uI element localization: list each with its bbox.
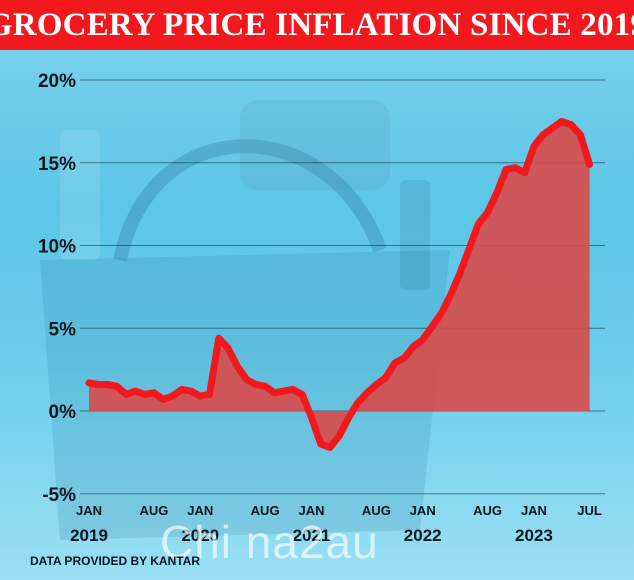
data-point [301, 393, 304, 396]
y-tick-label: 5% [49, 319, 77, 340]
data-point [199, 395, 202, 398]
x-tick-year: 2022 [404, 526, 442, 545]
data-point [180, 388, 183, 391]
data-point [97, 383, 100, 386]
data-point [264, 385, 267, 388]
x-tick-month: JAN [521, 503, 547, 518]
x-axis: JAN 2019 AUG JAN 2020 AUG JAN 2021 AUG JAN 2022 AUG… [70, 503, 602, 545]
data-point [134, 390, 137, 393]
data-point [171, 395, 174, 398]
basket-item [240, 100, 390, 190]
y-tick-label: 20% [38, 71, 76, 92]
line-layer [85, 117, 594, 451]
y-tick-label: 0% [49, 402, 77, 423]
data-point [468, 247, 471, 250]
data-point [291, 388, 294, 391]
data-point [579, 133, 582, 136]
x-tick-year: 2021 [293, 526, 331, 545]
data-point [393, 362, 396, 364]
data-point [88, 381, 90, 384]
data-source-note: DATA PROVIDED BY KANTAR [30, 554, 201, 568]
data-point [421, 338, 424, 341]
data-point [412, 345, 415, 348]
x-tick-month: AUG [251, 503, 280, 518]
x-tick-year: 2023 [515, 526, 553, 545]
data-point [329, 446, 331, 449]
x-tick-month: JAN [187, 503, 213, 518]
data-point [384, 376, 387, 379]
data-point [273, 391, 276, 394]
data-point [282, 390, 285, 393]
data-point [208, 393, 211, 396]
x-tick-month: AUG [473, 503, 502, 518]
data-point [190, 390, 192, 393]
data-point [125, 393, 128, 396]
y-tick-label: 15% [38, 154, 76, 175]
data-point [431, 325, 433, 328]
data-point [106, 383, 109, 386]
data-point [403, 357, 406, 359]
basket-item [400, 180, 430, 290]
inflation-area [89, 121, 590, 448]
x-tick-month: JAN [410, 503, 436, 518]
data-point [245, 378, 248, 381]
data-point [162, 398, 165, 401]
data-point [495, 191, 498, 194]
data-point [319, 443, 322, 446]
x-tick-month: JUL [577, 503, 602, 518]
data-point [356, 401, 359, 404]
data-point [477, 223, 480, 225]
data-point [533, 145, 535, 148]
data-point [143, 393, 146, 396]
x-tick-month: AUG [362, 503, 391, 518]
basket-background-image [40, 100, 450, 540]
data-point [542, 133, 545, 136]
basket-handle [113, 139, 387, 262]
data-point [560, 120, 563, 123]
data-point [227, 347, 229, 350]
data-point [152, 391, 155, 394]
watermark: Chi na2au [160, 516, 379, 568]
data-point [486, 211, 489, 214]
data-point [217, 337, 220, 340]
y-tick-label: 10% [38, 237, 76, 258]
y-axis: 20% 15% 10% 5% 0% -5% [38, 71, 76, 506]
data-point [458, 272, 461, 275]
y-tick-label: -5% [42, 485, 76, 506]
data-point [115, 385, 118, 388]
data-point [347, 416, 350, 419]
data-point [375, 383, 378, 386]
x-tick-year: 2020 [181, 526, 219, 545]
x-tick-month: JAN [76, 503, 102, 518]
data-point [310, 416, 313, 419]
data-point [440, 312, 443, 315]
data-point [236, 365, 239, 368]
data-point [505, 168, 508, 171]
x-tick-month: JAN [298, 503, 324, 518]
title-bar: GROCERY PRICE INFLATION SINCE 2019 [0, 0, 634, 50]
data-point [523, 171, 526, 174]
data-point [551, 127, 554, 129]
data-point [254, 383, 257, 386]
area-layer [89, 121, 590, 448]
chart-title: GROCERY PRICE INFLATION SINCE 2019 [0, 6, 634, 43]
x-tick-year: 2019 [70, 526, 108, 545]
data-point [449, 294, 452, 297]
data-point [338, 434, 341, 437]
x-tick-month: AUG [139, 503, 168, 518]
data-point [570, 123, 572, 126]
data-point [366, 391, 369, 394]
data-point [514, 166, 517, 169]
data-point [588, 163, 591, 166]
